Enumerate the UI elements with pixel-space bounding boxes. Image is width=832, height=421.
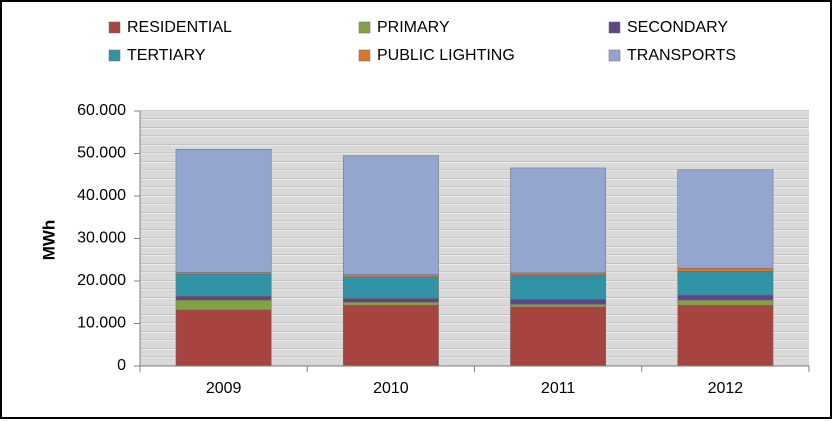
bar-segment-primary <box>342 302 439 306</box>
bar-segment-primary <box>175 299 272 311</box>
x-tick-label: 2009 <box>206 380 242 397</box>
bars <box>175 149 774 367</box>
bar-segment-public-lighting <box>342 274 439 277</box>
bar-segment-transports <box>677 169 774 269</box>
bar-segment-secondary <box>510 299 607 305</box>
x-tick-label: 2012 <box>708 380 744 397</box>
bar-segment-residential <box>175 309 272 367</box>
legend-swatch <box>108 21 121 34</box>
bar-segment-tertiary <box>175 273 272 297</box>
bar-segment-public-lighting <box>677 268 774 272</box>
y-axis-title: MWh <box>39 220 58 261</box>
legend-swatch <box>358 21 371 34</box>
bar-segment-public-lighting <box>510 272 607 276</box>
legend-label: TRANSPORTS <box>627 47 736 64</box>
bar-segment-public-lighting <box>175 272 272 275</box>
bar-segment-transports <box>510 167 607 274</box>
bar-segment-transports <box>175 149 272 273</box>
y-tick-label: 40.000 <box>77 187 126 204</box>
y-tick-label: 20.000 <box>77 272 126 289</box>
legend-swatch <box>358 49 371 62</box>
legend-label: PUBLIC LIGHTING <box>377 47 515 64</box>
legend-swatch <box>608 21 621 34</box>
bar-segment-secondary <box>175 296 272 301</box>
bar-segment-tertiary <box>677 270 774 296</box>
y-tick-label: 10.000 <box>77 315 126 332</box>
x-tick-label: 2011 <box>541 380 576 397</box>
y-tick-label: 60.000 <box>77 102 126 119</box>
y-tick-label: 0 <box>117 357 126 374</box>
legend-label: SECONDARY <box>627 19 728 36</box>
x-ticks: 2009 2010 2011 2012 <box>139 366 810 397</box>
legend-swatch <box>608 49 621 62</box>
y-tick-label: 50.000 <box>77 145 126 162</box>
bar-segment-tertiary <box>342 276 439 299</box>
legend-swatch <box>108 49 121 62</box>
legend-label: TERTIARY <box>127 47 206 64</box>
bar-segment-secondary <box>677 294 774 301</box>
legend-label: RESIDENTIAL <box>127 19 232 36</box>
bar-segment-secondary <box>342 298 439 303</box>
legend: RESIDENTIAL PRIMARY SECONDARY TERTIARY PUBLI… <box>108 19 736 64</box>
y-tick-label: 30.000 <box>77 230 126 247</box>
x-tick-label: 2010 <box>373 380 409 397</box>
legend-label: PRIMARY <box>377 19 450 36</box>
bar-segment-primary <box>510 304 607 308</box>
bar-segment-residential <box>510 306 607 367</box>
bar-segment-residential <box>677 304 774 367</box>
bar-segment-transports <box>342 155 439 275</box>
bar-segment-primary <box>677 299 774 306</box>
y-ticks: 0 10.000 20.000 30.000 40.000 50.000 60.000 <box>77 102 140 374</box>
bar-segment-tertiary <box>510 274 607 300</box>
bar-segment-residential <box>342 304 439 367</box>
